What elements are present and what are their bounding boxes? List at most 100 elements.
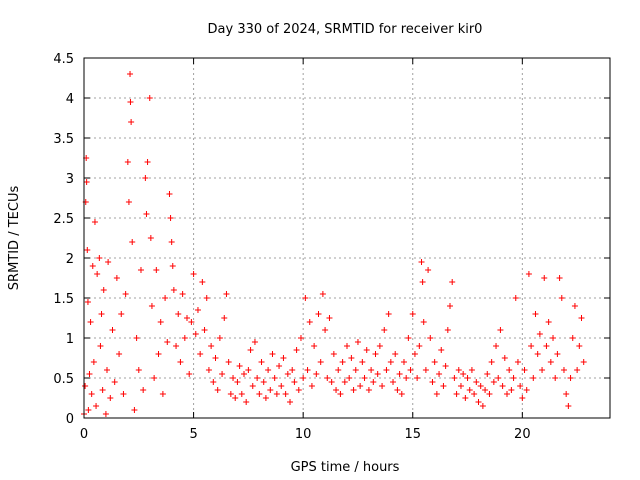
data-point bbox=[287, 399, 294, 405]
data-point bbox=[521, 367, 528, 373]
data-point bbox=[387, 359, 394, 365]
y-tick-label: 3.5 bbox=[53, 132, 74, 147]
data-point bbox=[333, 387, 340, 393]
data-point bbox=[91, 219, 98, 225]
data-point bbox=[528, 343, 535, 349]
data-point bbox=[341, 379, 348, 385]
data-point bbox=[554, 351, 561, 357]
data-point bbox=[317, 359, 324, 365]
data-point bbox=[444, 327, 451, 333]
data-point bbox=[151, 375, 158, 381]
data-point bbox=[473, 379, 480, 385]
data-point bbox=[326, 315, 333, 321]
data-point bbox=[267, 387, 274, 393]
data-point bbox=[234, 379, 241, 385]
data-point bbox=[109, 327, 116, 333]
data-point bbox=[181, 335, 188, 341]
tick-labels: 0 5 10 15 20 0 0.5 1 1.5 2 2.5 3 3.5 4 4.5 bbox=[53, 52, 530, 442]
data-point bbox=[503, 391, 510, 397]
data-point bbox=[84, 247, 91, 253]
data-point bbox=[205, 367, 212, 373]
y-tick-label: 0.5 bbox=[53, 372, 74, 387]
data-point bbox=[447, 303, 454, 309]
data-point bbox=[396, 371, 403, 377]
data-point bbox=[243, 399, 250, 405]
data-point bbox=[251, 339, 258, 345]
data-point bbox=[271, 375, 278, 381]
data-point bbox=[525, 271, 532, 277]
data-point bbox=[99, 387, 106, 393]
data-point bbox=[159, 391, 166, 397]
data-point bbox=[405, 335, 412, 341]
data-point bbox=[510, 375, 517, 381]
data-point bbox=[468, 367, 475, 373]
data-point bbox=[416, 343, 423, 349]
data-point bbox=[523, 387, 530, 393]
data-point bbox=[359, 359, 366, 365]
data-point bbox=[278, 383, 285, 389]
data-point bbox=[352, 367, 359, 373]
data-point bbox=[479, 403, 486, 409]
y-tick-label: 1.5 bbox=[53, 292, 74, 307]
data-point bbox=[194, 307, 201, 313]
data-point bbox=[177, 359, 184, 365]
data-point bbox=[122, 291, 129, 297]
data-point bbox=[203, 295, 210, 301]
data-point bbox=[407, 367, 414, 373]
data-point bbox=[245, 367, 252, 373]
data-point bbox=[94, 271, 101, 277]
data-point bbox=[127, 71, 134, 77]
data-point bbox=[291, 379, 298, 385]
data-point bbox=[82, 383, 89, 389]
data-point bbox=[315, 311, 322, 317]
data-point bbox=[451, 375, 458, 381]
data-point bbox=[339, 359, 346, 365]
data-point bbox=[558, 295, 565, 301]
data-point bbox=[100, 287, 107, 293]
x-tick-label: 10 bbox=[295, 427, 312, 442]
data-point bbox=[97, 343, 104, 349]
chart-title: Day 330 of 2024, SRMTID for receiver kir… bbox=[208, 22, 483, 37]
data-point bbox=[127, 99, 134, 105]
y-axis-label: SRMTID / TECUs bbox=[7, 186, 22, 291]
data-point bbox=[431, 359, 438, 365]
data-point bbox=[419, 279, 426, 285]
data-point bbox=[254, 375, 261, 381]
data-point bbox=[442, 363, 449, 369]
data-point bbox=[84, 299, 91, 305]
data-point bbox=[438, 347, 445, 353]
data-point bbox=[543, 343, 550, 349]
data-point bbox=[83, 179, 90, 185]
data-point bbox=[471, 391, 478, 397]
data-point bbox=[199, 279, 206, 285]
data-point bbox=[140, 387, 147, 393]
data-point bbox=[519, 395, 526, 401]
data-point bbox=[576, 343, 583, 349]
data-point bbox=[236, 363, 243, 369]
data-point bbox=[495, 375, 502, 381]
data-point bbox=[210, 379, 217, 385]
data-point bbox=[414, 375, 421, 381]
data-point bbox=[453, 391, 460, 397]
data-point bbox=[462, 395, 469, 401]
data-point bbox=[563, 391, 570, 397]
data-point bbox=[370, 379, 377, 385]
data-point bbox=[354, 339, 361, 345]
data-point bbox=[142, 175, 149, 181]
y-tick-label: 4 bbox=[66, 92, 74, 107]
data-point bbox=[427, 335, 434, 341]
data-point bbox=[166, 191, 173, 197]
data-point bbox=[148, 303, 155, 309]
y-tick-label: 3 bbox=[66, 172, 74, 187]
data-point bbox=[153, 267, 160, 273]
data-point bbox=[118, 311, 125, 317]
data-point bbox=[85, 407, 92, 413]
data-point bbox=[280, 355, 287, 361]
data-point bbox=[96, 255, 103, 261]
data-point bbox=[208, 343, 215, 349]
data-point bbox=[295, 387, 302, 393]
data-point bbox=[284, 371, 291, 377]
data-point bbox=[89, 263, 96, 269]
